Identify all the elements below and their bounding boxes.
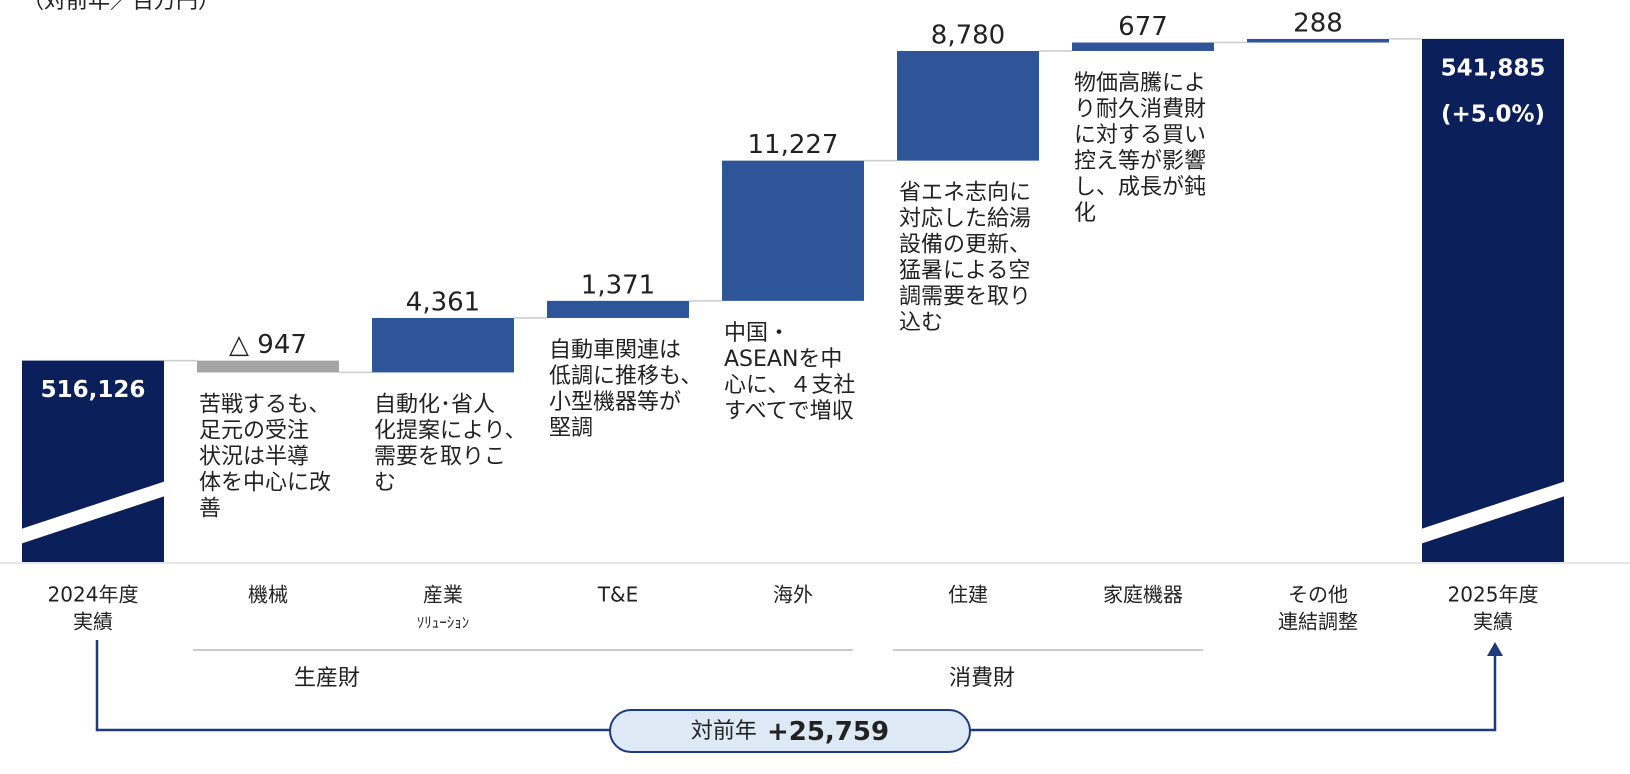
note-line: 堅調 [549,416,593,441]
note-line: 状況は半導 [199,444,309,469]
delta-bar [722,160,864,301]
axis-break [1407,478,1579,547]
note-line: 控え等が影響 [1074,149,1206,174]
total-bar [1422,38,1564,562]
note-line: 足元の受注 [199,418,309,443]
total-pill [609,709,971,753]
note-line: 省エネ志向に [899,181,1031,206]
total-change-label: 対前年 [691,719,757,744]
note-line: 物価高騰によ [1074,71,1206,96]
note-line: 善 [199,496,221,521]
delta-bar [197,360,339,373]
delta-bar [1247,38,1389,43]
note-line: 体を中心に改 [199,470,331,495]
delta-bar [547,300,689,318]
delta-bar [1072,42,1214,51]
value-label: 288 [1293,8,1343,38]
note-line: 設備の更新、 [899,233,1031,258]
note-line: り耐久消費財 [1074,97,1206,122]
value-label: 8,780 [931,20,1005,50]
value-label: 541,885 [1441,55,1546,81]
arrow-head [1487,642,1503,656]
category-label: 産業 [423,583,463,607]
note-line: 中国・ [724,321,790,346]
value-label: △ 947 [229,330,307,360]
note-line: し、成長が鈍 [1074,175,1206,200]
note-line: に対する買い [1074,123,1206,148]
note-line: 化提案により、 [374,418,527,443]
category-label: ｿﾘｭｰｼｮﾝ [417,614,470,632]
note-line: 猛暑による空 [899,259,1030,284]
note-line: 低調に推移も、 [549,364,702,389]
unit-note: （対前年／百万円） [22,0,220,14]
note-line: すべてで増収 [724,399,854,424]
note-line: 化 [1074,201,1096,226]
total-change: 対前年 +25,759 [691,717,889,747]
value-label: 1,371 [581,270,655,300]
value-label: 516,126 [41,377,146,403]
value-label: 4,361 [406,287,480,317]
category-label: 実績 [1473,610,1513,634]
category-label: 2025年度 [1448,583,1539,607]
value-label: 677 [1118,12,1168,42]
value-label: 11,227 [748,130,839,160]
category-label: 機械 [248,583,288,607]
growth-label: (+5.0%) [1441,101,1545,127]
note-line: 込む [899,311,943,336]
category-label: 住建 [948,583,988,607]
delta-bar [372,317,514,373]
axis-break [7,478,179,547]
category-label: 海外 [773,583,813,607]
note-line: 心に、４支社 [724,373,855,398]
note-line: 自動車関連は [549,338,681,363]
category-label: 実績 [73,610,113,634]
note-line: 調需要を取り [899,285,1031,310]
note-line: 苦戦するも、 [199,392,330,417]
category-label: 家庭機器 [1103,583,1183,607]
category-label: T&E [597,583,638,607]
delta-bar [897,50,1039,161]
category-label: 2024年度 [48,583,139,607]
note-line: む [374,470,396,495]
note-line: 対応した給湯 [899,207,1031,232]
group-label: 消費財 [949,666,1015,691]
note-line: 需要を取りこ [374,444,506,469]
category-label: 連結調整 [1278,610,1358,634]
category-label: その他 [1288,583,1348,607]
note-line: ASEANを中 [724,347,842,372]
note-line: 自動化･省人 [374,392,495,417]
group-label: 生産財 [294,666,360,691]
note-line: 小型機器等が [549,390,681,415]
total-change-value: +25,759 [767,717,889,747]
